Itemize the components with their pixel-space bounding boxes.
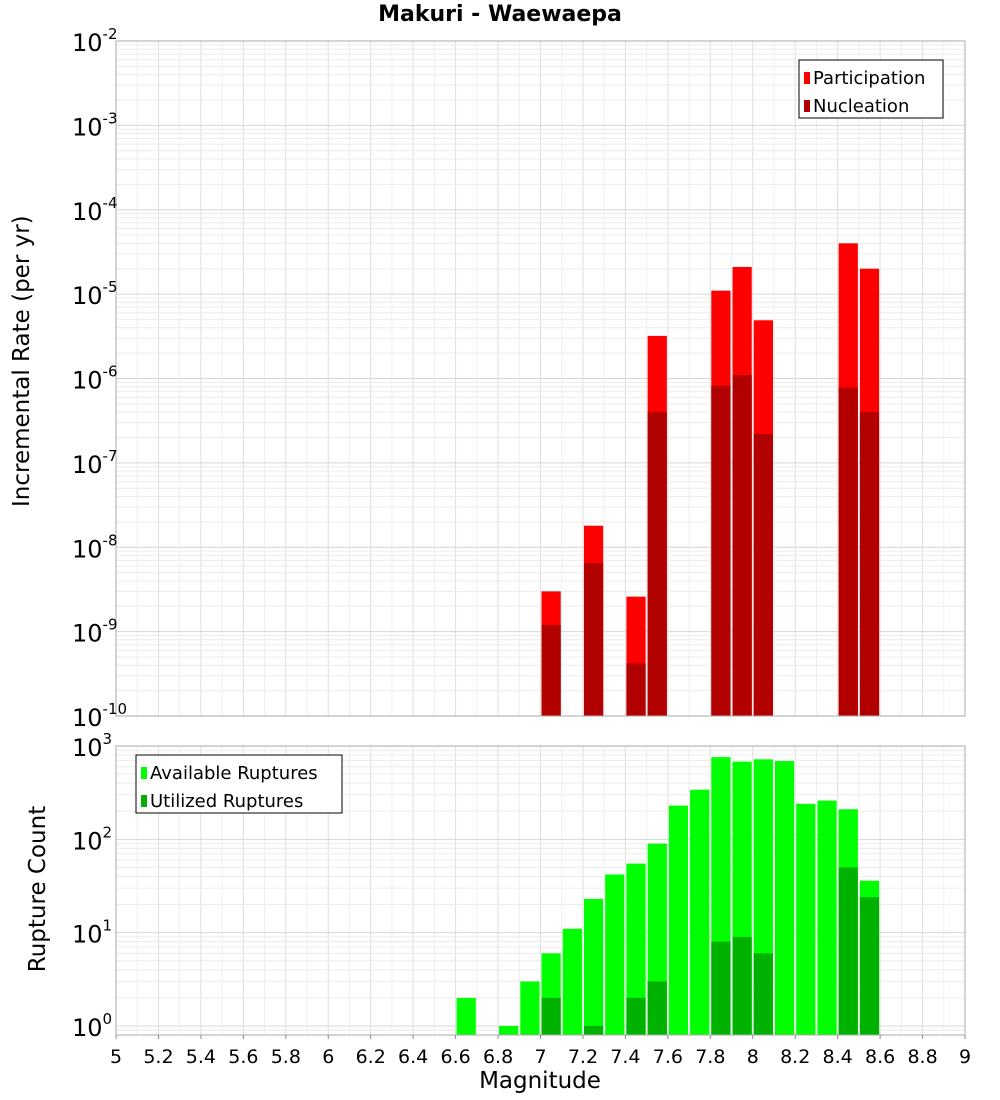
bar-available-ruptures: [668, 805, 689, 1035]
bar-utilized-ruptures: [626, 997, 646, 1035]
x-tick-label: 7.2: [568, 1046, 598, 1068]
bar-nucleation: [647, 412, 667, 716]
x-tick-label: 5.6: [228, 1046, 258, 1068]
x-tick-label: 7: [534, 1046, 546, 1068]
bar-nucleation: [859, 412, 880, 716]
bar-nucleation: [541, 624, 561, 716]
bar-utilized-ruptures: [541, 997, 561, 1035]
bar-available-ruptures: [583, 898, 604, 1035]
x-tick-label: 5.4: [186, 1046, 216, 1068]
y-tick-label: 102: [72, 823, 112, 855]
bar-utilized-ruptures: [859, 897, 880, 1035]
y-tick-label: 10-10: [72, 700, 127, 732]
y-tick-label: 10-3: [72, 109, 118, 141]
x-tick-label: 7.8: [695, 1046, 725, 1068]
y-tick-label: 100: [72, 1010, 112, 1042]
bar-nucleation: [626, 663, 646, 716]
x-tick-label: 8.2: [780, 1046, 810, 1068]
x-tick-label: 5: [110, 1046, 122, 1068]
y-tick-label: 10-8: [72, 531, 118, 563]
legend-box: [135, 754, 343, 814]
legend-box: [798, 59, 944, 119]
x-tick-label: 6.4: [398, 1046, 428, 1068]
bar-utilized-ruptures: [838, 867, 858, 1035]
bar-utilized-ruptures: [583, 1025, 604, 1035]
legend-swatch: [141, 795, 147, 807]
bar-utilized-ruptures: [711, 941, 731, 1035]
x-tick-label: 5.2: [143, 1046, 173, 1068]
x-tick-label: 7.4: [610, 1046, 640, 1068]
x-tick-label: 8.8: [907, 1046, 937, 1068]
bar-utilized-ruptures: [732, 936, 752, 1035]
bar-available-ruptures: [690, 789, 710, 1035]
x-axis-label: Magnitude: [479, 1068, 601, 1094]
bar-available-ruptures: [774, 761, 795, 1035]
y-tick-label: 10-6: [72, 363, 118, 395]
x-tick-label: 7.6: [653, 1046, 683, 1068]
x-tick-label: 8.6: [865, 1046, 895, 1068]
bar-available-ruptures: [817, 800, 837, 1035]
legend-label: Utilized Ruptures: [150, 791, 303, 812]
bar-nucleation: [711, 385, 731, 716]
legend-swatch: [804, 100, 810, 112]
plot-frame: [115, 40, 966, 717]
x-tick-label: 6: [322, 1046, 334, 1068]
bar-utilized-ruptures: [753, 953, 773, 1035]
x-tick-label: 9: [959, 1046, 971, 1068]
legend-label: Nucleation: [813, 96, 909, 117]
x-tick-label: 8: [747, 1046, 759, 1068]
x-tick-label: 6.2: [356, 1046, 386, 1068]
panel-rate: 10-10 10-9 10-8 10-7 10-6 10-5 10-4 10-3 10-2 Par…: [72, 25, 966, 732]
legend-swatch: [804, 72, 810, 84]
x-tick-label: 6.6: [440, 1046, 470, 1068]
bar-nucleation: [753, 433, 773, 716]
bar-nucleation: [838, 387, 858, 716]
bar-available-ruptures: [456, 997, 476, 1035]
bar-nucleation: [732, 375, 752, 716]
bar-available-ruptures: [499, 1025, 519, 1035]
bar-available-ruptures: [562, 928, 582, 1035]
y-tick-label: 10-7: [72, 447, 118, 479]
chart-title: Makuri - Waewaepa: [378, 2, 622, 27]
legend-swatch: [141, 767, 147, 779]
y-tick-label: 101: [72, 917, 112, 949]
bar-available-ruptures: [605, 874, 625, 1035]
bar-nucleation: [583, 563, 604, 716]
y-tick-label: 10-5: [72, 278, 118, 310]
y-tick-label: 10-4: [72, 194, 118, 226]
x-tick-label: 5.8: [271, 1046, 301, 1068]
bar-available-ruptures: [626, 863, 646, 1035]
y-tick-label: 10-9: [72, 616, 118, 648]
legend: Participation Nucleation: [798, 59, 944, 119]
bar-available-ruptures: [796, 803, 816, 1035]
bar-available-ruptures: [520, 981, 540, 1035]
bar-utilized-ruptures: [647, 981, 667, 1035]
x-tick-label: 6.8: [483, 1046, 513, 1068]
legend-label: Available Ruptures: [150, 763, 318, 784]
y-tick-label: 103: [72, 730, 112, 762]
x-tick-label: 8.4: [823, 1046, 853, 1068]
y-tick-label: 10-2: [72, 25, 118, 57]
legend: Available Ruptures Utilized Ruptures: [135, 754, 343, 814]
legend-label: Participation: [813, 68, 925, 89]
